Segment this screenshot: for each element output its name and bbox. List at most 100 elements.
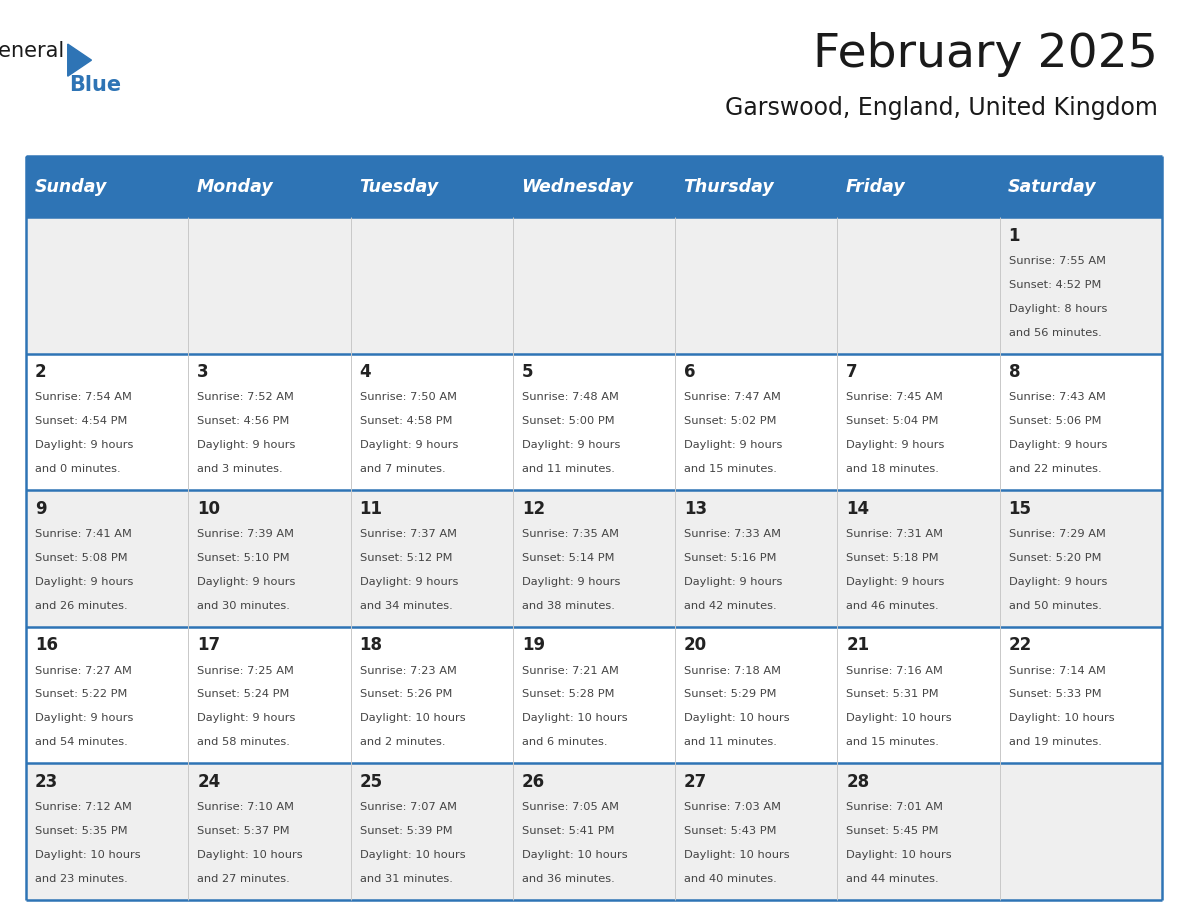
Text: Daylight: 9 hours: Daylight: 9 hours [197,577,296,587]
Text: Daylight: 9 hours: Daylight: 9 hours [1009,577,1107,587]
Text: General: General [0,41,65,62]
Text: Sunrise: 7:12 AM: Sunrise: 7:12 AM [36,802,132,812]
Text: 18: 18 [360,636,383,655]
Text: Sunset: 5:29 PM: Sunset: 5:29 PM [684,689,777,700]
Text: Daylight: 10 hours: Daylight: 10 hours [846,713,952,723]
Text: Daylight: 10 hours: Daylight: 10 hours [846,850,952,860]
Text: Sunrise: 7:25 AM: Sunrise: 7:25 AM [197,666,295,676]
Polygon shape [68,44,91,76]
Bar [26,217,1162,353]
Text: Daylight: 9 hours: Daylight: 9 hours [36,577,133,587]
Text: and 22 minutes.: and 22 minutes. [1009,465,1101,474]
Text: and 2 minutes.: and 2 minutes. [360,737,446,747]
Text: Sunrise: 7:10 AM: Sunrise: 7:10 AM [197,802,295,812]
Text: and 7 minutes.: and 7 minutes. [360,465,446,474]
Text: Sunset: 5:37 PM: Sunset: 5:37 PM [197,826,290,836]
Text: Daylight: 9 hours: Daylight: 9 hours [36,713,133,723]
Text: 27: 27 [684,773,707,790]
Text: Sunrise: 7:21 AM: Sunrise: 7:21 AM [522,666,619,676]
Text: 15: 15 [1009,499,1031,518]
Text: Sunrise: 7:14 AM: Sunrise: 7:14 AM [1009,666,1105,676]
Text: and 26 minutes.: and 26 minutes. [36,600,127,610]
Text: 8: 8 [1009,364,1020,381]
Text: Daylight: 10 hours: Daylight: 10 hours [36,850,140,860]
Text: Daylight: 10 hours: Daylight: 10 hours [522,713,627,723]
Text: Sunset: 5:43 PM: Sunset: 5:43 PM [684,826,777,836]
Text: 23: 23 [36,773,58,790]
Text: Sunrise: 7:41 AM: Sunrise: 7:41 AM [36,529,132,539]
Text: and 15 minutes.: and 15 minutes. [846,737,940,747]
Text: 17: 17 [197,636,221,655]
Text: Sunset: 5:20 PM: Sunset: 5:20 PM [1009,553,1101,563]
Text: Sunrise: 7:54 AM: Sunrise: 7:54 AM [36,393,132,402]
Text: and 34 minutes.: and 34 minutes. [360,600,453,610]
Text: Sunset: 5:22 PM: Sunset: 5:22 PM [36,689,127,700]
Text: Saturday: Saturday [1007,177,1097,196]
Text: Sunset: 5:10 PM: Sunset: 5:10 PM [197,553,290,563]
Text: Sunset: 5:06 PM: Sunset: 5:06 PM [1009,417,1101,426]
Text: and 50 minutes.: and 50 minutes. [1009,600,1101,610]
Text: Wednesday: Wednesday [522,177,633,196]
Text: 13: 13 [684,499,707,518]
Text: Daylight: 10 hours: Daylight: 10 hours [522,850,627,860]
Text: 26: 26 [522,773,545,790]
Text: Sunset: 5:00 PM: Sunset: 5:00 PM [522,417,614,426]
Text: Sunrise: 7:07 AM: Sunrise: 7:07 AM [360,802,456,812]
Text: 14: 14 [846,499,870,518]
Text: February 2025: February 2025 [814,32,1158,77]
Text: 21: 21 [846,636,870,655]
Text: Sunrise: 7:37 AM: Sunrise: 7:37 AM [360,529,456,539]
Text: Sunrise: 7:33 AM: Sunrise: 7:33 AM [684,529,781,539]
Text: 9: 9 [36,499,46,518]
Text: Sunrise: 7:35 AM: Sunrise: 7:35 AM [522,529,619,539]
Text: 2: 2 [36,364,46,381]
Text: Sunrise: 7:43 AM: Sunrise: 7:43 AM [1009,393,1105,402]
Text: 4: 4 [360,364,371,381]
Text: Sunset: 5:33 PM: Sunset: 5:33 PM [1009,689,1101,700]
Text: Daylight: 9 hours: Daylight: 9 hours [522,577,620,587]
Text: Sunset: 4:52 PM: Sunset: 4:52 PM [1009,280,1101,290]
Text: Sunset: 5:41 PM: Sunset: 5:41 PM [522,826,614,836]
Text: 24: 24 [197,773,221,790]
Text: 20: 20 [684,636,707,655]
Text: Sunrise: 7:18 AM: Sunrise: 7:18 AM [684,666,781,676]
Text: Sunrise: 7:29 AM: Sunrise: 7:29 AM [1009,529,1105,539]
Text: and 0 minutes.: and 0 minutes. [36,465,121,474]
Text: Sunset: 5:35 PM: Sunset: 5:35 PM [36,826,127,836]
Text: Sunrise: 7:16 AM: Sunrise: 7:16 AM [846,666,943,676]
Text: Daylight: 10 hours: Daylight: 10 hours [360,713,466,723]
Text: Daylight: 10 hours: Daylight: 10 hours [360,850,466,860]
Text: and 27 minutes.: and 27 minutes. [197,874,290,884]
Text: and 23 minutes.: and 23 minutes. [36,874,128,884]
Text: 10: 10 [197,499,220,518]
Text: and 6 minutes.: and 6 minutes. [522,737,607,747]
Text: Daylight: 9 hours: Daylight: 9 hours [684,577,783,587]
Text: and 58 minutes.: and 58 minutes. [197,737,290,747]
Text: Garswood, England, United Kingdom: Garswood, England, United Kingdom [726,96,1158,120]
Text: 5: 5 [522,364,533,381]
Text: Blue: Blue [69,75,121,95]
Text: and 36 minutes.: and 36 minutes. [522,874,614,884]
Text: and 30 minutes.: and 30 minutes. [197,600,290,610]
Text: Daylight: 9 hours: Daylight: 9 hours [197,441,296,450]
Text: Sunrise: 7:31 AM: Sunrise: 7:31 AM [846,529,943,539]
Text: Daylight: 9 hours: Daylight: 9 hours [36,441,133,450]
Text: 12: 12 [522,499,545,518]
Text: Friday: Friday [846,177,905,196]
Text: Sunset: 5:18 PM: Sunset: 5:18 PM [846,553,939,563]
Text: Sunset: 4:54 PM: Sunset: 4:54 PM [36,417,127,426]
Text: and 56 minutes.: and 56 minutes. [1009,328,1101,338]
Text: Sunset: 5:31 PM: Sunset: 5:31 PM [846,689,939,700]
Text: Tuesday: Tuesday [359,177,438,196]
Text: 16: 16 [36,636,58,655]
Bar [26,627,1162,763]
Text: and 15 minutes.: and 15 minutes. [684,465,777,474]
Text: Monday: Monday [196,177,273,196]
Text: Daylight: 10 hours: Daylight: 10 hours [1009,713,1114,723]
Text: Sunrise: 7:23 AM: Sunrise: 7:23 AM [360,666,456,676]
Text: Sunrise: 7:52 AM: Sunrise: 7:52 AM [197,393,295,402]
Text: Sunset: 5:28 PM: Sunset: 5:28 PM [522,689,614,700]
Text: Sunrise: 7:01 AM: Sunrise: 7:01 AM [846,802,943,812]
Text: Sunrise: 7:05 AM: Sunrise: 7:05 AM [522,802,619,812]
Bar [26,763,1162,900]
